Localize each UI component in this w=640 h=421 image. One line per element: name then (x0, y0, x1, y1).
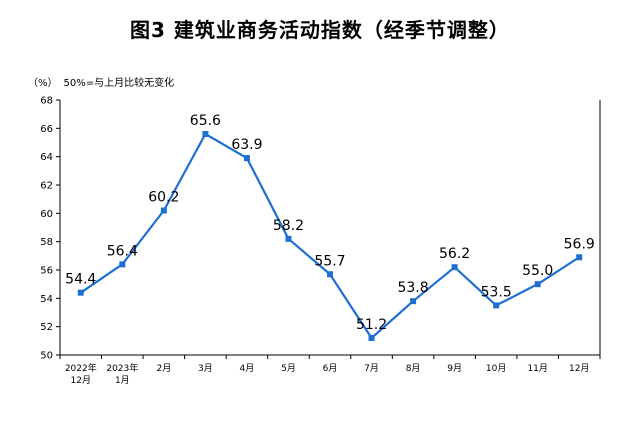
x-tick-label: 3月 (198, 363, 213, 374)
data-label: 55.0 (522, 263, 553, 279)
data-point-marker (327, 271, 333, 278)
y-axis-ticks: 50 52 54 56 58 60 62 64 66 68 (40, 96, 60, 362)
x-tick-label: 2023年 1月 (106, 362, 138, 386)
series-line (80, 132, 580, 340)
y-unit-label: （%） (28, 78, 58, 89)
x-tick-label-line: 7月 (364, 363, 379, 374)
chart-axes (59, 100, 601, 356)
x-tick-label-line: 10月 (486, 363, 506, 374)
x-tick-label-line: 12月 (569, 363, 589, 374)
data-point-marker (368, 335, 375, 341)
x-tick-label-line: 2023年 (106, 362, 138, 374)
data-label: 60.2 (148, 190, 179, 206)
data-point-marker (243, 155, 250, 162)
data-point-marker (119, 261, 126, 268)
series-group: 54.4 56.4 60.2 65.6 63.9 58.2 55.7 51.2 53.8 56.2… (65, 113, 595, 341)
x-tick-label: 9月 (447, 363, 462, 374)
data-label: 56.2 (439, 246, 470, 262)
x-tick-label-line: 1月 (115, 375, 130, 386)
x-tick-label: 2月 (156, 363, 171, 374)
x-tick-label: 4月 (240, 363, 255, 374)
x-tick-label: 12月 (569, 363, 589, 374)
data-label: 54.4 (65, 272, 96, 288)
y-tick-label: 60 (40, 209, 53, 220)
y-tick-label: 52 (40, 322, 53, 333)
x-tick-label-line: 5月 (281, 363, 296, 374)
x-tick-label-line: 8月 (406, 363, 421, 374)
data-point-marker (160, 207, 167, 214)
data-label: 53.8 (397, 280, 428, 296)
data-label: 58.2 (273, 218, 304, 234)
x-tick-label-line: 9月 (447, 363, 462, 374)
y-tick-label: 58 (40, 237, 53, 248)
data-point-marker (576, 254, 583, 261)
data-label: 56.9 (564, 236, 595, 252)
data-point-marker (493, 302, 500, 309)
data-point-marker (202, 131, 209, 137)
x-tick-label: 10月 (486, 363, 506, 374)
data-label: 63.9 (231, 137, 262, 153)
data-point-marker (77, 289, 84, 296)
data-point-marker (451, 264, 458, 271)
y-tick-label: 68 (40, 96, 53, 107)
data-point-marker (285, 235, 292, 242)
x-tick-label-line: 11月 (527, 363, 547, 374)
chart-title: 图3 建筑业商务活动指数（经季节调整） (130, 18, 510, 42)
y-tick-label: 64 (40, 152, 53, 163)
x-tick-label: 2022年 12月 (65, 362, 97, 386)
x-tick-label: 8月 (406, 363, 421, 374)
x-tick-label-line: 4月 (240, 363, 255, 374)
data-label: 56.4 (107, 243, 138, 259)
x-tick-label: 5月 (281, 363, 296, 374)
y-unit-note: （%） 50%=与上月比较无变化 (28, 74, 180, 89)
y-tick-label: 66 (40, 124, 53, 135)
y-tick-label: 50 (40, 351, 53, 362)
y-tick-label: 54 (40, 294, 53, 305)
x-tick-label-line: 6月 (323, 363, 338, 374)
x-tick-label-line: 12月 (71, 375, 91, 386)
x-tick-label-line: 2022年 (65, 362, 97, 374)
data-point-marker (410, 298, 417, 305)
y-tick-label: 56 (40, 266, 53, 277)
data-label: 55.7 (314, 253, 345, 269)
data-label: 51.2 (356, 317, 387, 333)
data-point-marker (534, 281, 541, 288)
data-label: 65.6 (190, 113, 221, 129)
x-tick-label-line: 2月 (156, 363, 171, 374)
data-label: 53.5 (481, 284, 512, 300)
x-tick-label: 6月 (323, 363, 338, 374)
y-tick-label: 62 (40, 181, 53, 192)
x-tick-label: 11月 (527, 363, 547, 374)
x-tick-label-line: 3月 (198, 363, 213, 374)
x-tick-label: 7月 (364, 363, 379, 374)
baseline-note: 50%=与上月比较无变化 (63, 78, 175, 89)
